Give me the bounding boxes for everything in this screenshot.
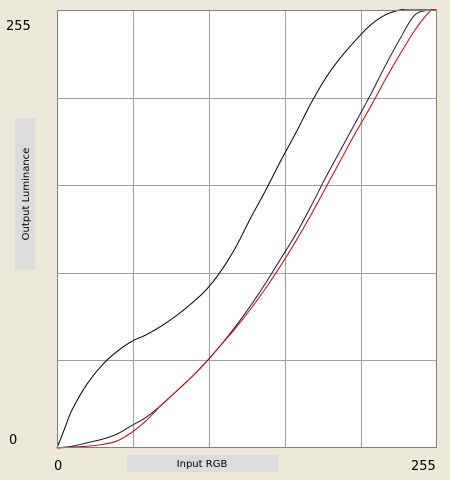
x-axis-label: Input RGB (177, 459, 228, 470)
plot-area (57, 10, 437, 448)
plot-border (57, 10, 437, 448)
y-axis-label: Output Luminance (21, 148, 32, 241)
x-axis-label-button[interactable]: Input RGB (127, 455, 278, 472)
series-layer (56, 9, 438, 449)
series-line-2 (56, 9, 438, 449)
series-line-3 (56, 9, 438, 449)
y-tick-label-min: 0 (9, 433, 17, 448)
x-tick-label-max: 255 (411, 459, 436, 474)
y-axis-label-button[interactable]: Output Luminance (15, 118, 35, 270)
grid (57, 10, 437, 448)
x-tick-label-min: 0 (54, 459, 62, 474)
y-tick-label-max: 255 (6, 19, 31, 34)
series-line-1 (56, 9, 437, 449)
